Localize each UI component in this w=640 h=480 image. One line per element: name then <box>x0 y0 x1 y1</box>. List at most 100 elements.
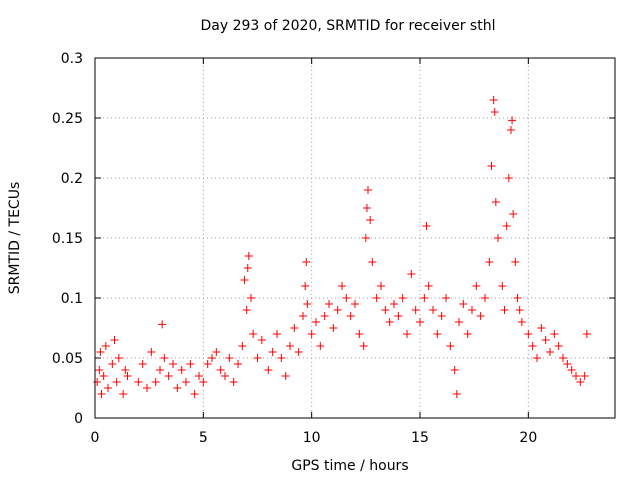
data-point <box>160 354 169 362</box>
data-point <box>567 366 576 374</box>
data-point <box>225 354 234 362</box>
data-point <box>362 204 371 212</box>
data-point <box>433 330 442 338</box>
data-point <box>364 186 372 194</box>
data-point <box>253 354 262 362</box>
data-point <box>437 312 446 320</box>
data-point <box>580 372 589 380</box>
chart-title: Day 293 of 2020, SRMTID for receiver sth… <box>201 18 496 34</box>
data-point <box>320 312 329 320</box>
data-point <box>190 390 199 398</box>
data-point <box>247 294 255 302</box>
data-point <box>143 384 151 392</box>
y-tick-label: 0 <box>74 411 83 427</box>
y-tick-label: 0.1 <box>61 291 83 307</box>
data-point <box>494 234 502 242</box>
data-point <box>463 330 472 338</box>
data-point <box>450 366 459 374</box>
data-point <box>361 234 370 242</box>
data-point <box>229 378 238 386</box>
data-point <box>491 198 500 206</box>
data-point <box>134 378 143 386</box>
data-point <box>351 300 359 308</box>
data-point <box>468 306 476 314</box>
data-point <box>513 294 522 302</box>
data-point <box>151 378 160 386</box>
data-point <box>216 366 225 374</box>
data-point <box>490 108 499 116</box>
data-point <box>346 312 355 320</box>
data-point <box>546 348 554 356</box>
data-point <box>123 372 132 380</box>
data-point <box>234 360 242 368</box>
data-point <box>104 384 112 392</box>
data-point <box>500 306 509 314</box>
data-point <box>416 318 424 326</box>
data-point <box>528 342 537 350</box>
data-point <box>96 348 105 356</box>
data-point <box>559 354 567 362</box>
y-tick-label: 0.3 <box>61 51 83 67</box>
data-point <box>385 318 394 326</box>
x-tick-label: 20 <box>519 430 537 446</box>
data-point <box>563 360 572 368</box>
data-point <box>95 366 104 374</box>
data-point <box>303 300 312 308</box>
data-point <box>301 282 310 290</box>
axis-ticks: 0 0.05 0.1 0.15 0.2 0.25 0.3 0 5 10 15 20 <box>52 51 615 446</box>
data-point <box>572 372 580 380</box>
data-point <box>97 390 106 398</box>
data-point <box>517 318 526 326</box>
data-point <box>212 348 221 356</box>
data-point <box>177 366 186 374</box>
data-point <box>403 330 411 338</box>
data-point <box>312 318 320 326</box>
data-point <box>244 252 253 260</box>
data-point <box>203 360 212 368</box>
data-point <box>459 300 468 308</box>
y-axis-label: SRMTID / TECUs <box>7 182 23 295</box>
data-point <box>504 174 513 182</box>
y-tick-label: 0.2 <box>61 171 83 187</box>
data-point <box>114 354 123 362</box>
data-point <box>338 282 346 290</box>
data-point <box>302 258 311 266</box>
data-point <box>108 360 117 368</box>
data-point <box>243 264 252 272</box>
data-points <box>93 96 591 398</box>
data-point <box>381 306 390 314</box>
data-point <box>355 330 364 338</box>
x-tick-label: 0 <box>91 430 100 446</box>
data-point <box>507 126 515 134</box>
data-point <box>147 348 156 356</box>
data-point <box>533 354 541 362</box>
data-point <box>195 372 203 380</box>
data-point <box>485 258 494 266</box>
data-point <box>249 330 258 338</box>
data-point <box>554 342 563 350</box>
data-point <box>99 372 108 380</box>
data-point <box>511 258 520 266</box>
data-point <box>422 222 431 230</box>
data-point <box>221 372 229 380</box>
data-point <box>476 312 485 320</box>
data-point <box>240 276 249 284</box>
data-point <box>238 342 247 350</box>
data-point <box>299 312 307 320</box>
data-point <box>442 294 450 302</box>
data-point <box>487 162 496 170</box>
data-point <box>508 116 517 125</box>
data-point <box>502 222 511 230</box>
data-point <box>582 330 591 338</box>
data-point <box>199 378 208 386</box>
data-point <box>550 330 559 338</box>
data-point <box>576 378 585 386</box>
data-point <box>286 342 294 350</box>
data-point <box>372 294 381 302</box>
data-point <box>264 366 273 374</box>
x-tick-label: 10 <box>303 430 321 446</box>
data-point <box>325 300 333 308</box>
data-point <box>452 390 461 398</box>
y-tick-label: 0.05 <box>52 351 83 367</box>
